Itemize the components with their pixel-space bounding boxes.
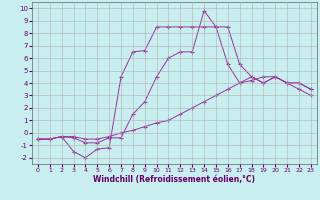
X-axis label: Windchill (Refroidissement éolien,°C): Windchill (Refroidissement éolien,°C) xyxy=(93,175,255,184)
